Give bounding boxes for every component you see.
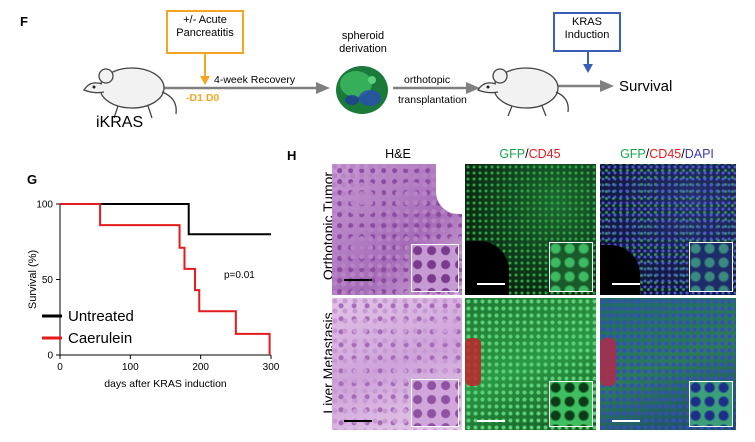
km-line-untreated bbox=[60, 203, 271, 236]
legend-label-caerulein: Caerulein bbox=[68, 330, 132, 347]
recovery-label: 4-week Recovery bbox=[214, 74, 296, 86]
header-dapi: DAPI bbox=[684, 147, 714, 161]
panel-label-h: H bbox=[287, 148, 297, 163]
p-value-annotation: p=0.01 bbox=[224, 270, 255, 281]
image-he-liver bbox=[332, 298, 462, 430]
spheroid-text-1: spheroid bbox=[341, 30, 385, 42]
x-axis-label: days after KRAS induction bbox=[104, 378, 227, 390]
pancreatitis-text-1: +/- Acute bbox=[183, 14, 227, 26]
y-axis-label: Survival (%) bbox=[27, 250, 39, 309]
gfp-tumor-scalebar bbox=[477, 283, 505, 285]
x-tick-label: 100 bbox=[122, 362, 139, 373]
header-gfp-cd45-dapi: GFP/CD45/DAPI bbox=[599, 147, 735, 161]
merge-tumor-inset bbox=[689, 242, 733, 292]
gfp-liver-inset bbox=[549, 381, 593, 427]
he-tumor-scalebar bbox=[344, 279, 372, 281]
image-gfp-cd45-tumor bbox=[465, 164, 596, 295]
kras-arrowhead bbox=[583, 64, 593, 73]
he-tumor-inset bbox=[411, 244, 459, 292]
pancreatitis-text-2: Pancreatitis bbox=[176, 27, 234, 39]
header-gfp-1: GFP bbox=[499, 147, 526, 161]
x-tick-label: 0 bbox=[57, 362, 63, 373]
image-gfp-cd45-liver bbox=[465, 298, 596, 430]
spheroid-label: spheroid derivation bbox=[325, 30, 401, 56]
image-merge-liver bbox=[600, 298, 736, 430]
header-slash-2: / bbox=[645, 147, 650, 161]
header-he: H&E bbox=[385, 147, 411, 161]
header-gfp-2: GFP bbox=[620, 147, 646, 161]
transplant-arrowhead bbox=[466, 82, 480, 94]
kras-text-1: KRAS bbox=[572, 16, 602, 28]
transplantation-label: transplantation bbox=[398, 94, 467, 106]
image-merge-tumor bbox=[600, 164, 736, 295]
mouse-icon-left bbox=[83, 67, 177, 119]
spheroid-icon bbox=[336, 66, 388, 114]
legend-label-untreated: Untreated bbox=[68, 308, 134, 325]
km-line-caerulein bbox=[60, 203, 271, 355]
pancreatitis-box: +/- Acute Pancreatitis bbox=[166, 10, 244, 54]
orthotopic-label: orthotopic bbox=[404, 74, 451, 86]
y-tick-label: 0 bbox=[47, 351, 53, 362]
he-liver-inset bbox=[411, 379, 459, 427]
image-he-tumor bbox=[332, 164, 462, 295]
merge-tumor-scalebar bbox=[612, 283, 640, 285]
header-cd45-1: CD45 bbox=[528, 147, 561, 161]
survival-label: Survival bbox=[619, 78, 673, 95]
panel-label-f: F bbox=[20, 14, 28, 29]
x-tick-label: 200 bbox=[192, 362, 209, 373]
mouse-label: iKRAS bbox=[96, 114, 144, 131]
survival-chart: 0 100 200 300 0 50 100 days after KRAS inductio… bbox=[27, 200, 280, 391]
pancreatitis-arrowhead bbox=[200, 76, 210, 85]
days-label: -D1 D0 bbox=[186, 92, 220, 104]
recovery-arrowhead bbox=[316, 82, 330, 94]
header-slash-3: / bbox=[681, 147, 685, 161]
y-tick-label: 100 bbox=[36, 200, 53, 211]
merge-liver-scalebar bbox=[612, 420, 640, 422]
survival-arrowhead bbox=[600, 80, 614, 92]
gfp-liver-scalebar bbox=[477, 420, 505, 422]
y-tick-label: 50 bbox=[42, 275, 54, 286]
header-slash-1: / bbox=[525, 147, 529, 161]
merge-liver-inset bbox=[689, 381, 733, 427]
header-cd45-2: CD45 bbox=[649, 147, 682, 161]
he-liver-scalebar bbox=[344, 420, 372, 422]
x-tick-label: 300 bbox=[263, 362, 280, 373]
header-gfp-cd45: GFP/CD45 bbox=[464, 147, 596, 161]
spheroid-text-2: derivation bbox=[339, 43, 387, 55]
mouse-icon-right bbox=[477, 67, 569, 117]
scheme-diagram bbox=[83, 52, 614, 119]
kras-text-2: Induction bbox=[564, 29, 610, 41]
gfp-tumor-inset bbox=[549, 242, 593, 292]
panel-label-g: G bbox=[27, 172, 38, 187]
kras-induction-box: KRAS Induction bbox=[553, 12, 621, 52]
